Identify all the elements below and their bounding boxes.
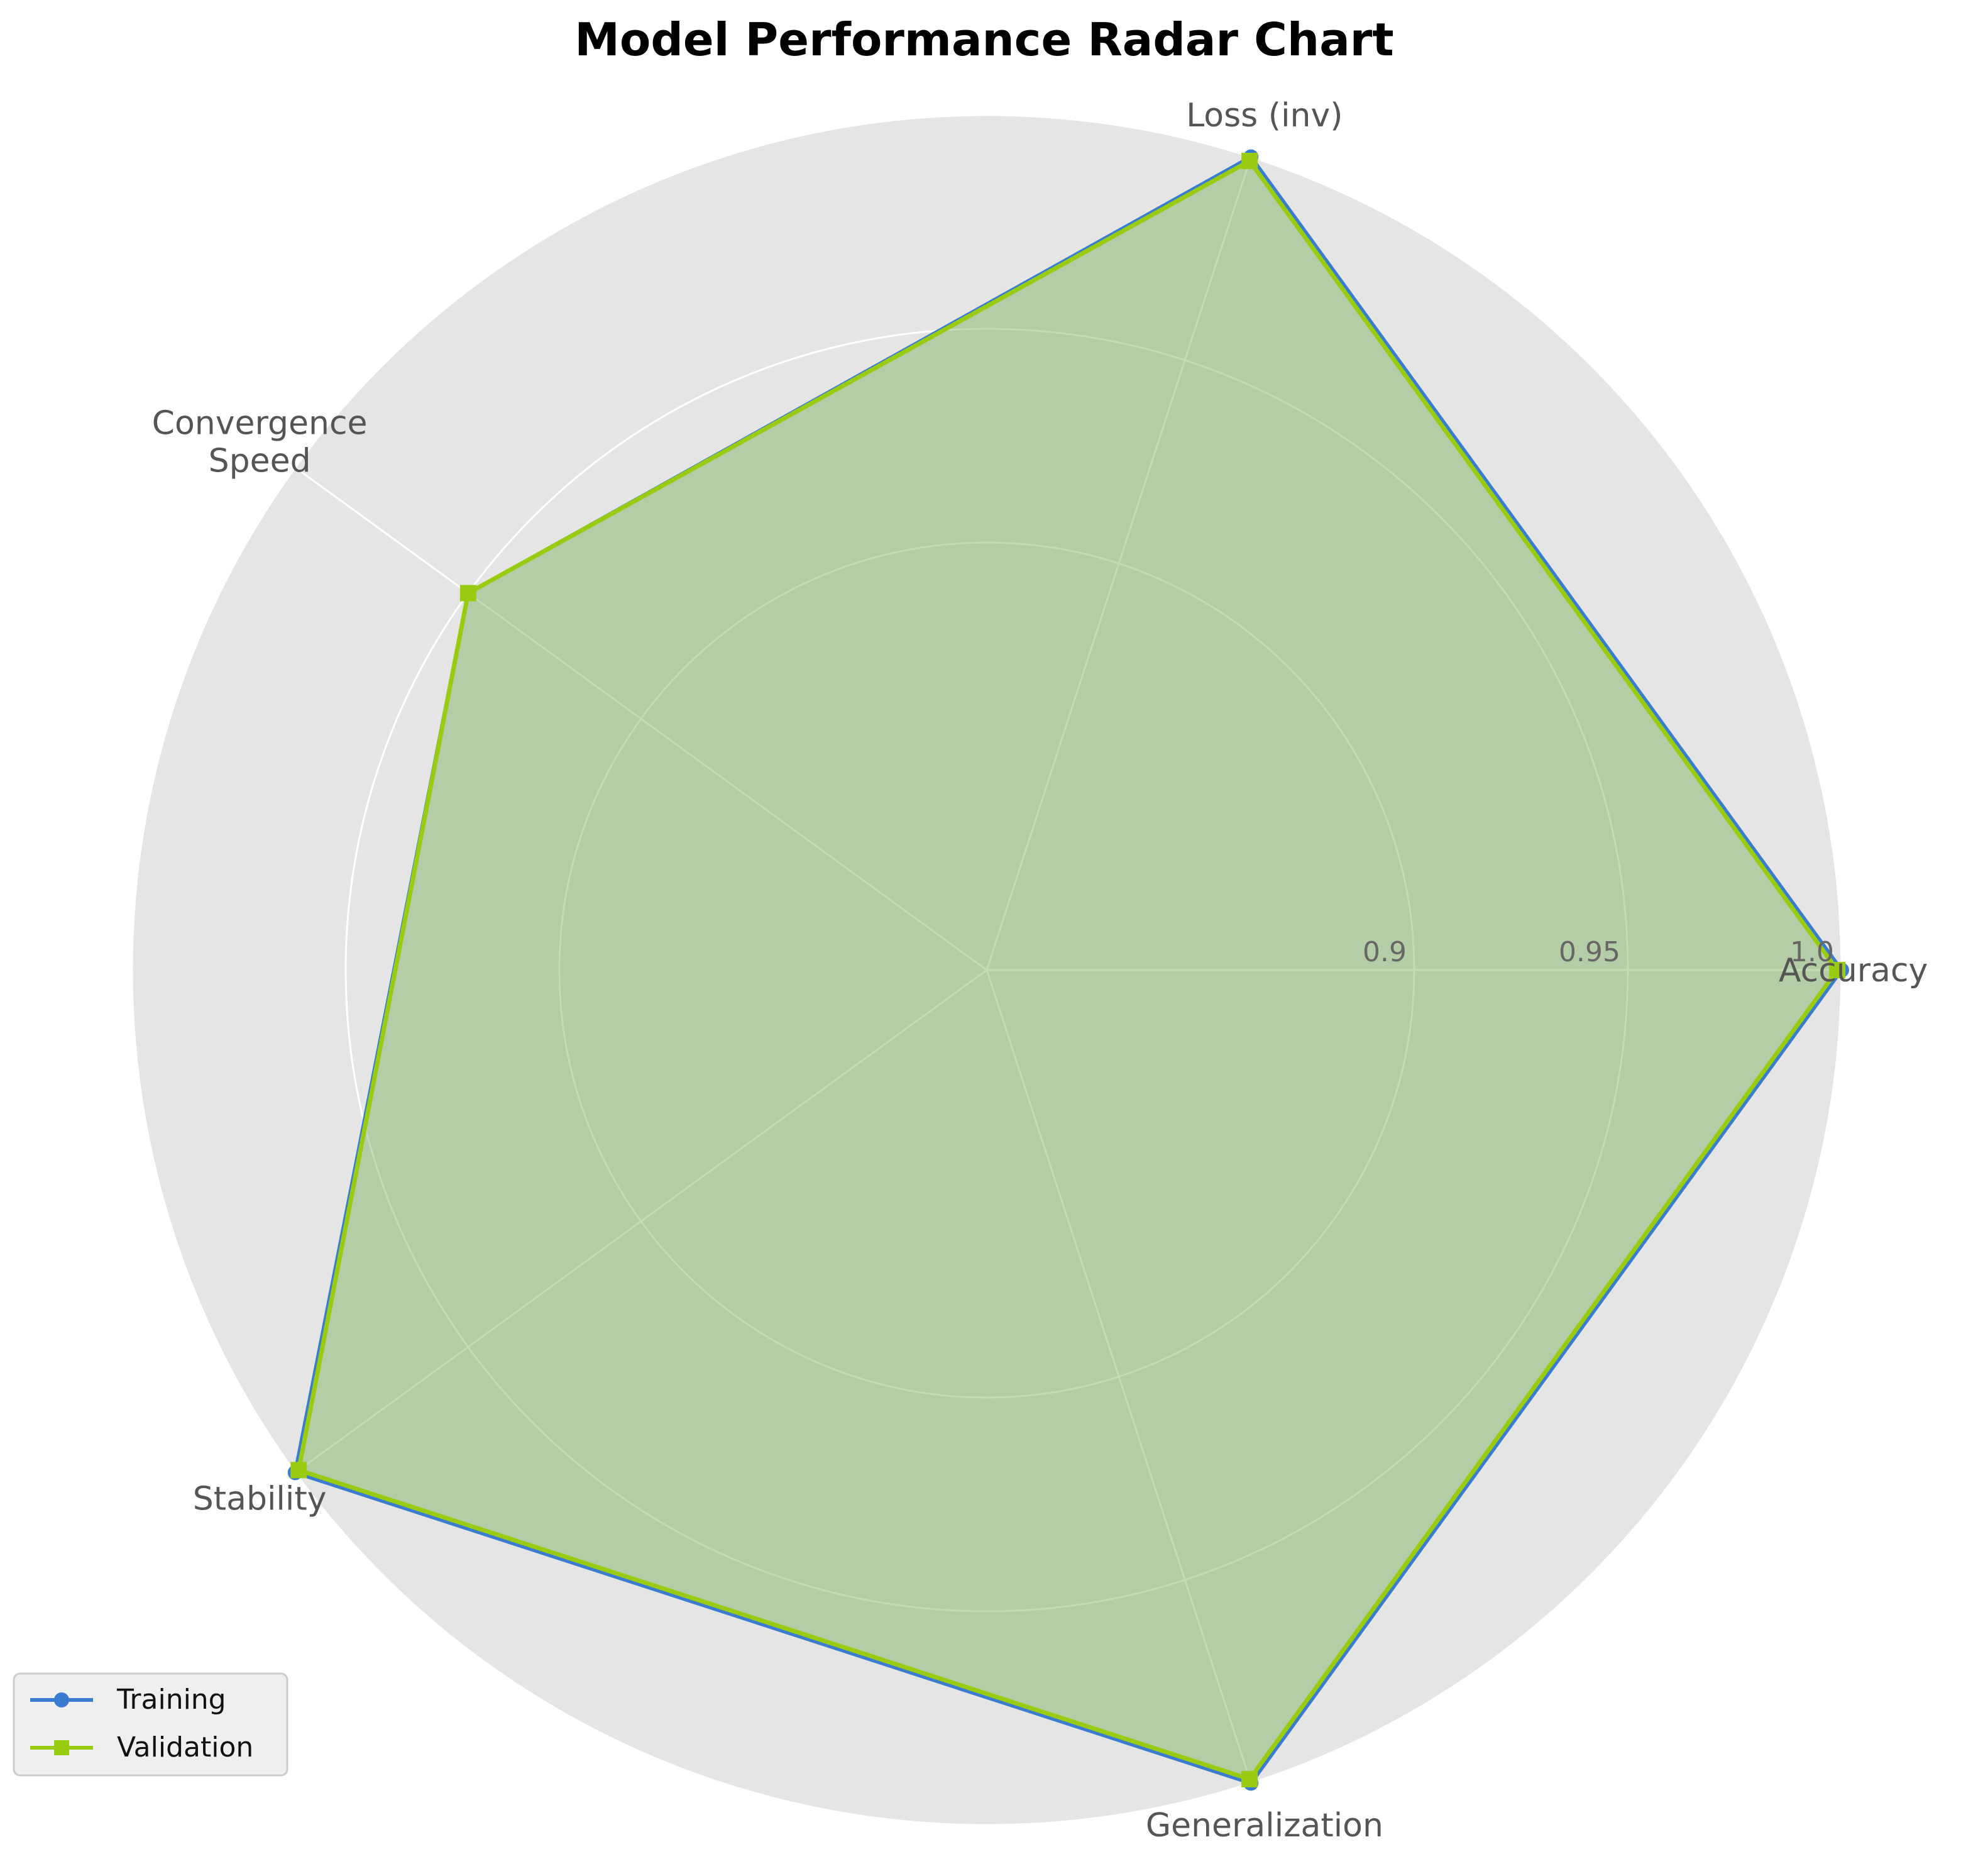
spoke-loss-inv — [986, 157, 1252, 971]
series-line-layer — [293, 155, 1843, 1785]
axis-label-generalization: Generalization — [1146, 1807, 1383, 1845]
axis-label-convergence-speed: Convergence Speed — [152, 405, 368, 480]
axis-label-stability: Stability — [193, 1481, 327, 1518]
axis-labels: Accuracy Loss (inv) Convergence Speed Stabil… — [152, 97, 1928, 1845]
legend: Training Validation — [13, 1672, 288, 1777]
series-fill-validation — [299, 161, 1838, 1779]
legend-entry-validation: Validation — [30, 1731, 253, 1763]
radial-tick-label-0-95: 0.95 — [1559, 936, 1620, 968]
legend-entry-training: Training — [30, 1684, 226, 1716]
series-fill-training — [295, 157, 1842, 1784]
legend-marker-training — [54, 1692, 69, 1707]
legend-label-validation: Validation — [117, 1731, 253, 1763]
legend-marker-validation — [54, 1740, 69, 1755]
data-point-validation-stability — [290, 1462, 307, 1479]
grid-layer — [131, 114, 1843, 1826]
chart-title: Model Performance Radar Chart — [574, 13, 1393, 66]
data-point-validation-loss-inv — [1241, 153, 1258, 170]
data-point-validation-accuracy — [1829, 962, 1846, 978]
series-marker-layer — [287, 149, 1849, 1791]
legend-label-training: Training — [116, 1684, 226, 1716]
radial-tick-label-1: 1.0 — [1790, 936, 1834, 968]
data-point-validation-generalization — [1241, 1770, 1258, 1787]
axis-label-accuracy: Accuracy — [1779, 952, 1928, 990]
data-point-validation-convergence-speed — [459, 585, 476, 602]
series-line-validation — [296, 158, 1840, 1782]
spoke-stability — [294, 969, 987, 1474]
series-fill-layer — [295, 157, 1842, 1784]
axis-label-loss-inv: Loss (inv) — [1186, 97, 1343, 135]
spoke-convergence-speed — [294, 466, 987, 971]
radial-tick-labels: 0.9 0.95 1.0 — [1363, 936, 1834, 968]
radial-tick-label-0-9: 0.9 — [1363, 936, 1407, 968]
spoke-generalization — [986, 969, 1252, 1784]
